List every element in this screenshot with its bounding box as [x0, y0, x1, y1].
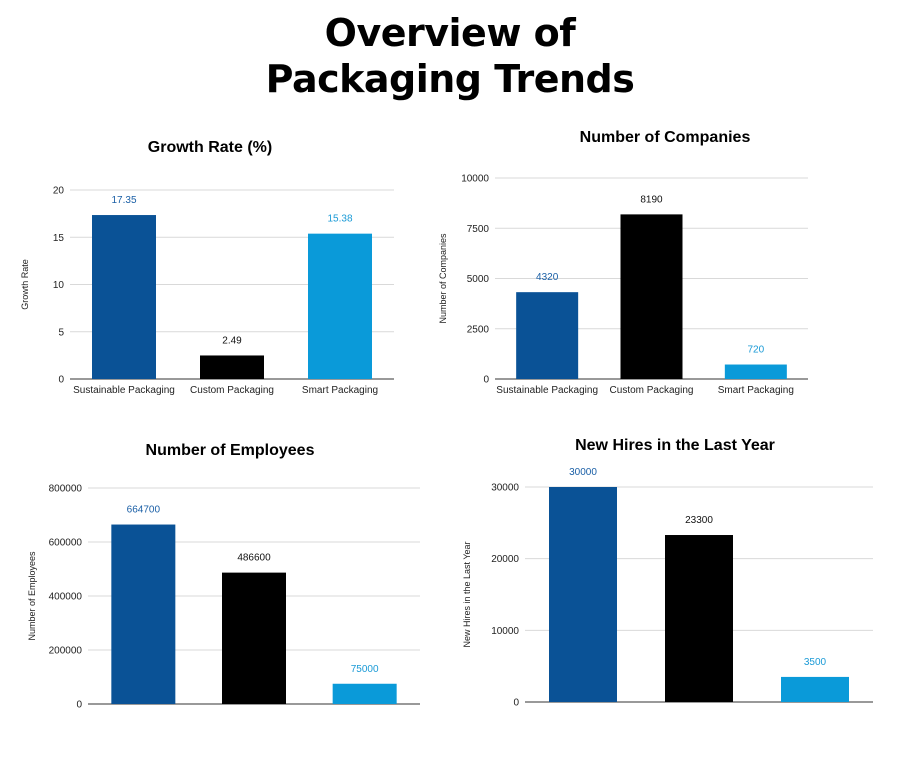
y-tick-label: 0: [76, 700, 82, 711]
data-label-custom-packaging: 2.49: [222, 335, 242, 346]
y-tick-label: 0: [58, 375, 64, 386]
bar-sustainable-packaging: [516, 292, 579, 379]
chart-title: Number of Employees: [146, 442, 315, 459]
page-title-line-1: Overview of: [324, 11, 576, 55]
y-axis-label: Growth Rate: [20, 259, 30, 310]
y-axis-label: New Hires in the Last Year: [462, 541, 472, 647]
x-category-label: Smart Packaging: [302, 385, 378, 396]
y-axis-label: Number of Employees: [27, 551, 37, 641]
x-category-label: Custom Packaging: [190, 385, 274, 396]
bar-sustainable-packaging: [111, 524, 176, 704]
bar-smart-packaging: [332, 683, 397, 704]
bar-sustainable-packaging: [549, 487, 617, 702]
new-hires-chart: New Hires in the Last Year 0 10000 20000 300…: [462, 437, 873, 709]
x-category-label: Smart Packaging: [718, 385, 794, 396]
data-label-smart-packaging: 15.38: [327, 214, 352, 225]
bar-custom-packaging: [665, 535, 733, 702]
bar-custom-packaging: [222, 572, 286, 704]
y-tick-label: 0: [513, 698, 519, 709]
y-tick-label: 0: [483, 375, 489, 386]
y-tick-label: 10000: [461, 174, 489, 185]
y-tick-label: 20: [53, 186, 65, 197]
y-tick-label: 5: [58, 327, 64, 338]
y-tick-label: 800000: [49, 484, 83, 495]
growth-rate-chart: Growth Rate (%) 0 5 10 15 20 Growth Rate 17.35 S…: [20, 139, 394, 396]
data-label-sustainable-packaging: 4320: [536, 272, 559, 283]
bar-custom-packaging: [200, 355, 264, 379]
chart-title: New Hires in the Last Year: [575, 437, 775, 454]
y-tick-label: 10: [53, 280, 65, 291]
y-tick-label: 2500: [467, 324, 490, 335]
bar-custom-packaging: [620, 214, 683, 379]
y-tick-label: 400000: [49, 592, 83, 603]
number-of-companies-chart: Number of Companies 0 2500 5000 7500 10000 Num…: [438, 129, 808, 396]
page-title-line-2: Packaging Trends: [265, 57, 635, 101]
bar-sustainable-packaging: [92, 215, 156, 379]
y-axis-label: Number of Companies: [438, 233, 448, 324]
data-label-custom-packaging: 23300: [685, 515, 713, 526]
data-label-sustainable-packaging: 30000: [569, 467, 597, 478]
x-category-label: Sustainable Packaging: [496, 385, 598, 396]
x-category-label: Sustainable Packaging: [73, 385, 175, 396]
y-tick-label: 600000: [49, 538, 83, 549]
data-label-smart-packaging: 75000: [351, 664, 379, 675]
number-of-employees-chart: Number of Employees 0 200000 400000 600000 80…: [27, 442, 420, 711]
data-label-smart-packaging: 3500: [804, 657, 827, 668]
y-tick-label: 30000: [491, 483, 519, 494]
data-label-custom-packaging: 486600: [237, 553, 271, 564]
bar-smart-packaging: [308, 233, 372, 379]
y-tick-label: 7500: [467, 224, 490, 235]
page-title: Overview of Packaging Trends: [0, 10, 900, 102]
data-label-sustainable-packaging: 664700: [127, 505, 161, 516]
bar-smart-packaging: [781, 676, 849, 702]
y-tick-label: 15: [53, 233, 65, 244]
y-tick-label: 5000: [467, 274, 490, 285]
chart-title: Number of Companies: [580, 129, 751, 146]
y-tick-label: 20000: [491, 554, 519, 565]
y-tick-label: 10000: [491, 626, 519, 637]
bar-smart-packaging: [724, 364, 787, 379]
chart-title: Growth Rate (%): [148, 139, 272, 156]
data-label-smart-packaging: 720: [747, 345, 764, 356]
data-label-sustainable-packaging: 17.35: [111, 195, 136, 206]
x-category-label: Custom Packaging: [610, 385, 694, 396]
y-tick-label: 200000: [49, 646, 83, 657]
data-label-custom-packaging: 8190: [640, 194, 663, 205]
